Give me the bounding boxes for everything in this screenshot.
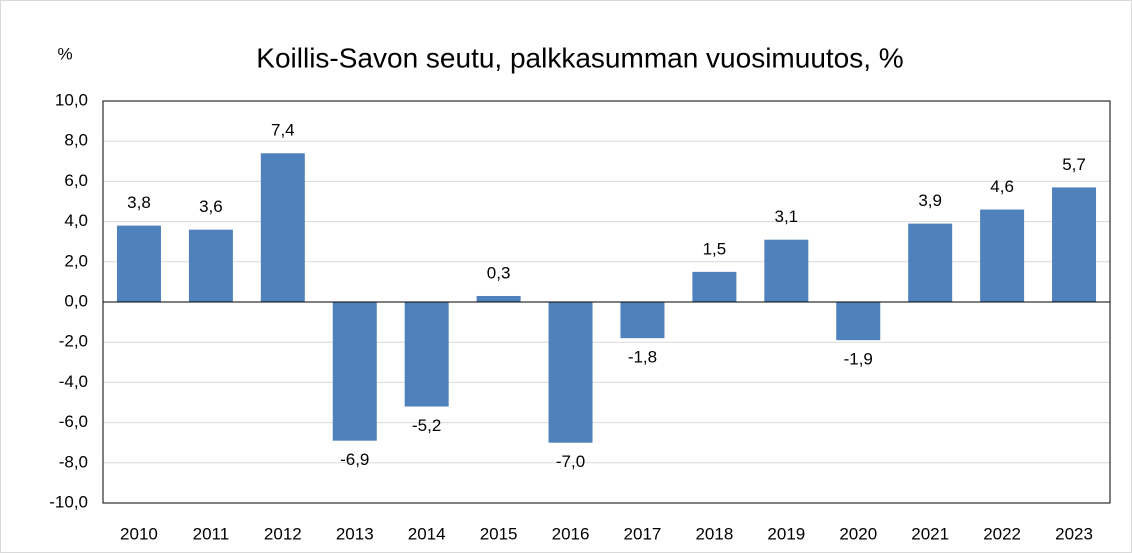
bar [476,295,521,302]
x-tick-label: 2023 [1055,524,1093,543]
data-label: 3,8 [127,193,151,212]
x-tick-label: 2012 [264,524,302,543]
y-axis-label: % [57,44,72,63]
x-tick-label: 2011 [193,524,230,543]
bar [764,239,809,302]
x-tick-label: 2022 [983,524,1021,543]
y-tick-label: 8,0 [64,131,88,150]
data-label: -7,0 [556,452,585,471]
data-label: 1,5 [703,239,727,258]
y-tick-label: 0,0 [64,291,88,310]
y-tick-label: -6,0 [59,412,88,431]
bar [188,229,233,302]
data-label: -1,9 [844,350,873,369]
data-label: 0,3 [487,263,511,282]
bar [620,302,665,339]
y-tick-label: -10,0 [49,492,88,511]
data-label: 5,7 [1062,155,1086,174]
x-tick-label: 2016 [552,524,590,543]
x-tick-label: 2015 [480,524,518,543]
bar [260,153,305,302]
chart-title: Koillis-Savon seutu, palkkasumman vuosim… [256,42,903,73]
plot-border [102,100,1111,504]
x-tick-label: 2013 [336,524,374,543]
data-label: -5,2 [412,416,441,435]
data-label: -1,8 [628,348,657,367]
y-tick-label: 4,0 [64,211,88,230]
bar [548,302,593,443]
bar [980,209,1025,302]
bar [908,223,953,302]
data-label: -6,9 [340,450,369,469]
y-tick-label: 2,0 [64,251,88,270]
y-tick-label: -4,0 [59,372,88,391]
y-tick-label: 6,0 [64,171,88,190]
bar [836,302,881,341]
x-tick-label: 2018 [695,524,733,543]
x-tick-label: 2010 [120,524,158,543]
data-label: 4,6 [990,177,1014,196]
bar [1052,187,1097,302]
bar [404,302,449,407]
x-tick-label: 2020 [839,524,877,543]
y-tick-label: 10,0 [55,90,88,109]
y-tick-label: -2,0 [59,332,88,351]
bar [692,271,737,302]
bar [332,302,377,441]
x-tick-label: 2014 [408,524,446,543]
x-tick-label: 2019 [767,524,805,543]
x-tick-label: 2017 [624,524,662,543]
data-label: 3,1 [775,207,799,226]
data-label: 7,4 [271,121,295,140]
data-label: 3,6 [199,197,223,216]
x-tick-label: 2021 [911,524,949,543]
y-tick-label: -8,0 [59,452,88,471]
bar [116,225,161,302]
data-label: 3,9 [918,191,942,210]
